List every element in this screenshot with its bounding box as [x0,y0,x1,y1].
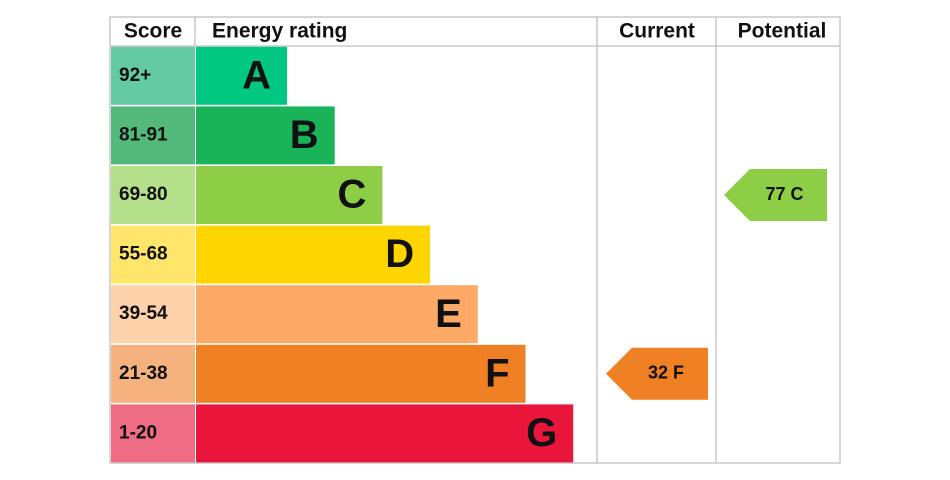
score-label: 81-91 [119,124,168,145]
band-letter: B [290,113,319,157]
rating-bar [196,344,526,403]
score-cell [111,225,195,284]
potential-arrow [724,169,827,221]
score-cell [111,106,195,165]
score-label: 21-38 [119,363,168,384]
band-letter: C [338,173,367,217]
band-letter: G [526,411,557,455]
current-label: 32 F [648,363,684,383]
rating-bar [196,225,431,284]
header-current: Current [619,20,695,43]
current-arrow [606,347,708,400]
table-borders [109,16,841,464]
band-letter: D [385,232,414,276]
score-label: 69-80 [119,184,168,205]
band-letter: E [435,292,462,336]
score-cell [111,285,195,344]
score-cell [111,404,195,463]
score-cell [111,46,195,105]
header-score: Score [124,20,182,43]
score-label: 55-68 [119,244,168,265]
band-letter: F [485,351,509,395]
potential-label: 77 C [765,184,803,204]
outer-border [109,16,841,464]
rating-bar [196,166,383,224]
rating-bar [196,404,574,463]
rating-bar [196,106,335,165]
score-label: 1-20 [119,422,157,443]
rating-bar [196,46,287,105]
header-rating: Energy rating [212,20,347,43]
score-cell [111,166,195,224]
score-label: 39-54 [119,303,168,324]
score-cell [111,344,195,403]
score-label: 92+ [119,65,151,86]
band-letter: A [242,53,271,97]
rating-bar [196,285,478,344]
header-potential: Potential [738,20,827,43]
